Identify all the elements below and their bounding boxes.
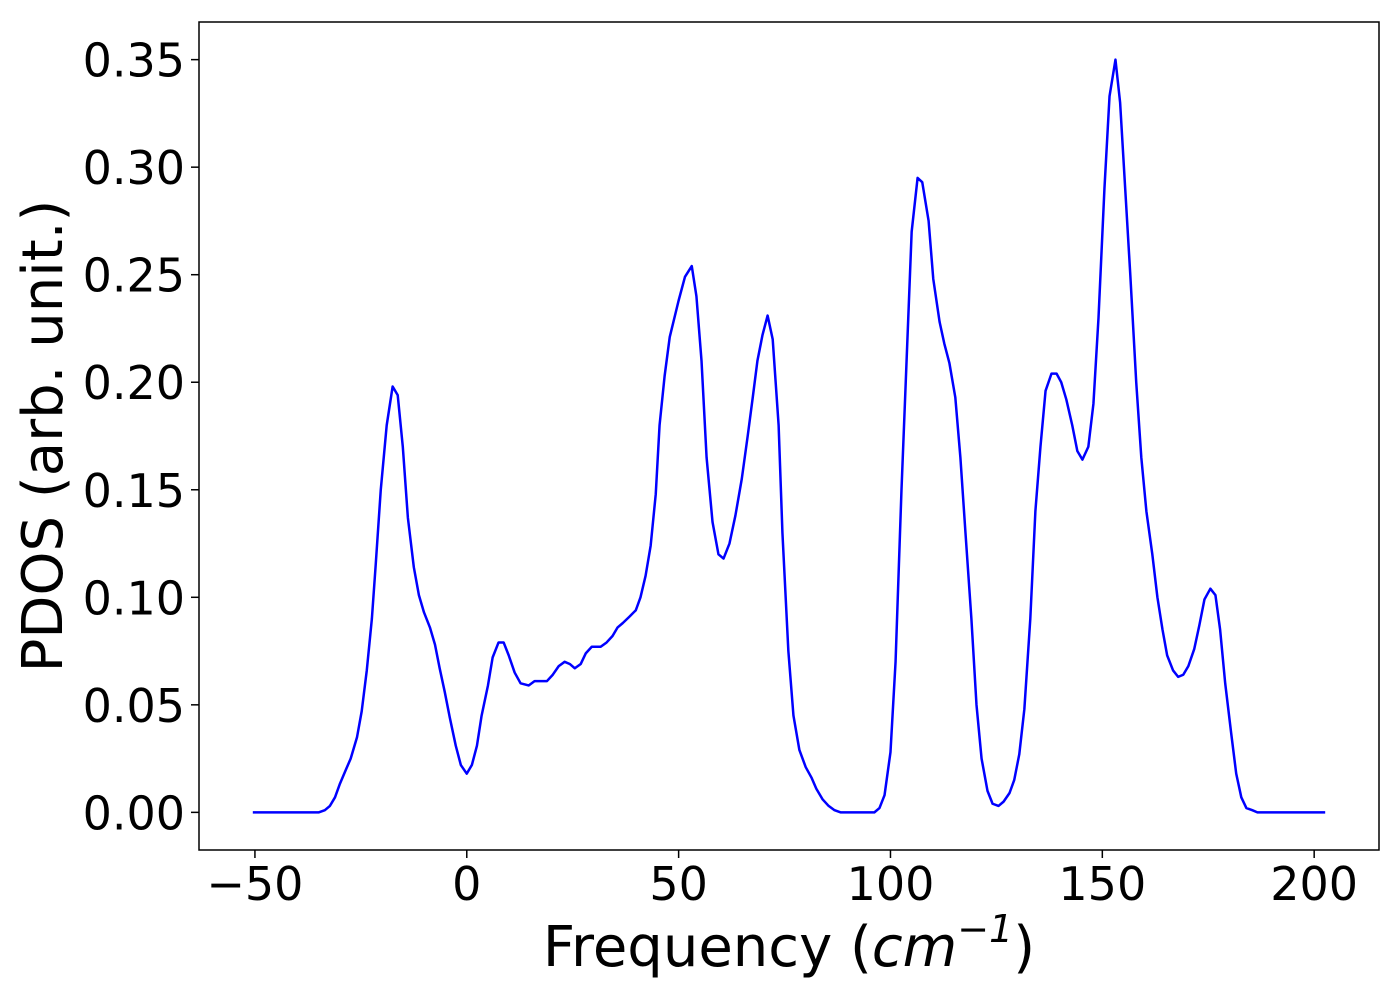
- x-tick-label: 150: [1058, 857, 1146, 911]
- x-label-part: ): [1013, 915, 1035, 980]
- x-tick-label: 0: [452, 857, 481, 911]
- y-tick-label: 0.00: [83, 786, 185, 840]
- y-tick-label: 0.05: [83, 679, 185, 733]
- x-tick-label: 100: [847, 857, 935, 911]
- x-label-exponent: −1: [957, 907, 1013, 951]
- y-tick-label: 0.20: [83, 356, 185, 410]
- y-tick-label: 0.25: [83, 249, 185, 303]
- x-tick-label: 50: [649, 857, 708, 911]
- y-axis-label: PDOS (arb. unit.): [11, 200, 76, 673]
- plot-frame: [198, 21, 1380, 851]
- y-tick-label: 0.10: [83, 571, 185, 625]
- x-tick-label: −50: [206, 857, 303, 911]
- y-tick-label: 0.30: [83, 141, 185, 195]
- x-label-part: Frequency (: [543, 915, 872, 980]
- y-tick-label: 0.35: [83, 34, 185, 88]
- data-line: [252, 58, 1326, 814]
- x-tick-label: 200: [1270, 857, 1358, 911]
- x-label-unit: cm: [872, 915, 957, 980]
- y-tick-label: 0.15: [83, 464, 185, 518]
- x-axis-label: Frequency (cm−1): [543, 907, 1035, 980]
